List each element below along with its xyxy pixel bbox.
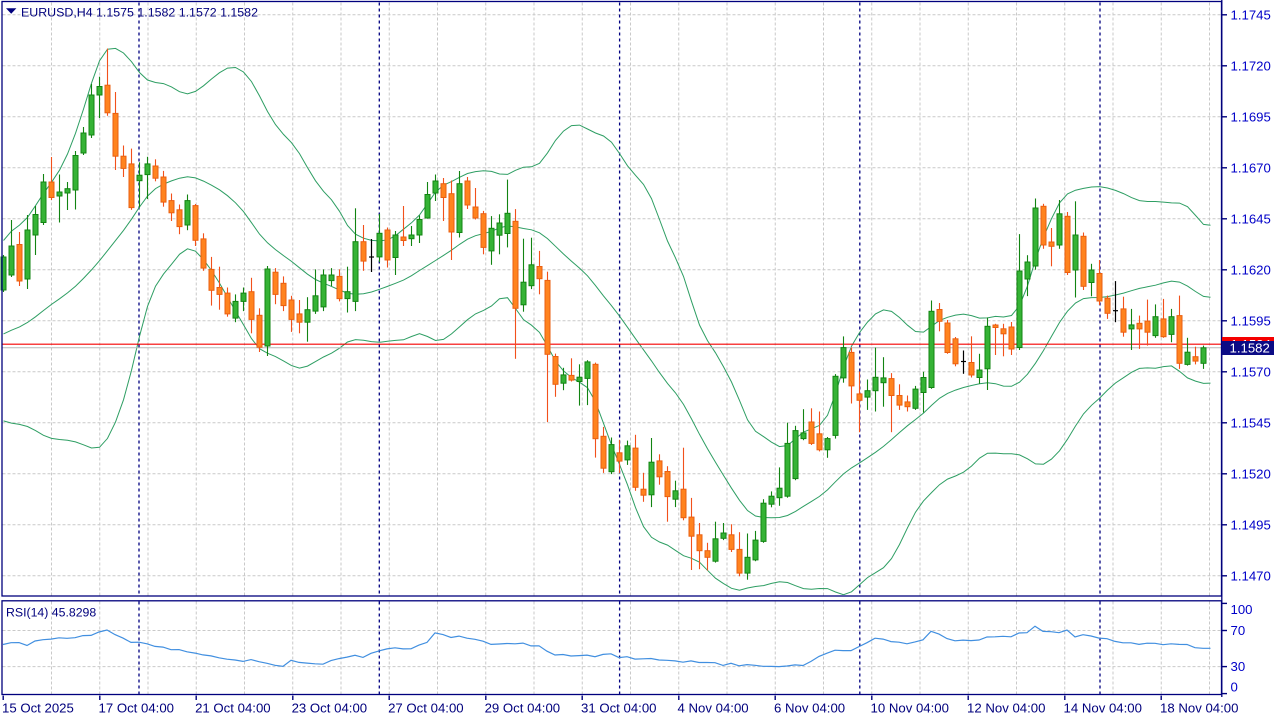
svg-text:1.1570: 1.1570 <box>1231 364 1271 379</box>
svg-text:31 Oct 04:00: 31 Oct 04:00 <box>581 701 657 716</box>
svg-text:30: 30 <box>1231 659 1246 674</box>
svg-text:1.1670: 1.1670 <box>1231 160 1271 175</box>
svg-text:1.1620: 1.1620 <box>1231 262 1271 277</box>
svg-text:18 Nov 04:00: 18 Nov 04:00 <box>1160 701 1238 716</box>
svg-text:6 Nov 04:00: 6 Nov 04:00 <box>774 701 845 716</box>
svg-text:1.1545: 1.1545 <box>1231 415 1271 430</box>
svg-text:17 Oct 04:00: 17 Oct 04:00 <box>99 701 175 716</box>
svg-text:29 Oct 04:00: 29 Oct 04:00 <box>485 701 561 716</box>
svg-text:23 Oct 04:00: 23 Oct 04:00 <box>292 701 368 716</box>
svg-text:1.1720: 1.1720 <box>1231 58 1271 73</box>
svg-text:15 Oct 2025: 15 Oct 2025 <box>2 701 74 716</box>
svg-text:4 Nov 04:00: 4 Nov 04:00 <box>678 701 749 716</box>
svg-text:1.1745: 1.1745 <box>1231 7 1271 22</box>
svg-text:14 Nov 04:00: 14 Nov 04:00 <box>1064 701 1142 716</box>
svg-text:1.1582: 1.1582 <box>1230 341 1270 356</box>
svg-text:12 Nov 04:00: 12 Nov 04:00 <box>967 701 1045 716</box>
svg-text:70: 70 <box>1231 623 1246 638</box>
svg-text:RSI(14) 45.8298: RSI(14) 45.8298 <box>6 605 96 619</box>
svg-text:1.1520: 1.1520 <box>1231 466 1271 481</box>
svg-text:10 Nov 04:00: 10 Nov 04:00 <box>871 701 949 716</box>
svg-text:1.1470: 1.1470 <box>1231 568 1271 583</box>
svg-text:0: 0 <box>1231 679 1238 694</box>
svg-text:1.1645: 1.1645 <box>1231 211 1271 226</box>
svg-text:1.1495: 1.1495 <box>1231 517 1271 532</box>
svg-text:21 Oct 04:00: 21 Oct 04:00 <box>195 701 271 716</box>
svg-text:1.1695: 1.1695 <box>1231 109 1271 124</box>
svg-text:27 Oct 04:00: 27 Oct 04:00 <box>388 701 464 716</box>
svg-text:100: 100 <box>1231 602 1253 617</box>
svg-text:1.1595: 1.1595 <box>1231 313 1271 328</box>
svg-text:EURUSD,H4 1.1575 1.1582 1.1572: EURUSD,H4 1.1575 1.1582 1.1572 1.1582 <box>21 5 258 19</box>
